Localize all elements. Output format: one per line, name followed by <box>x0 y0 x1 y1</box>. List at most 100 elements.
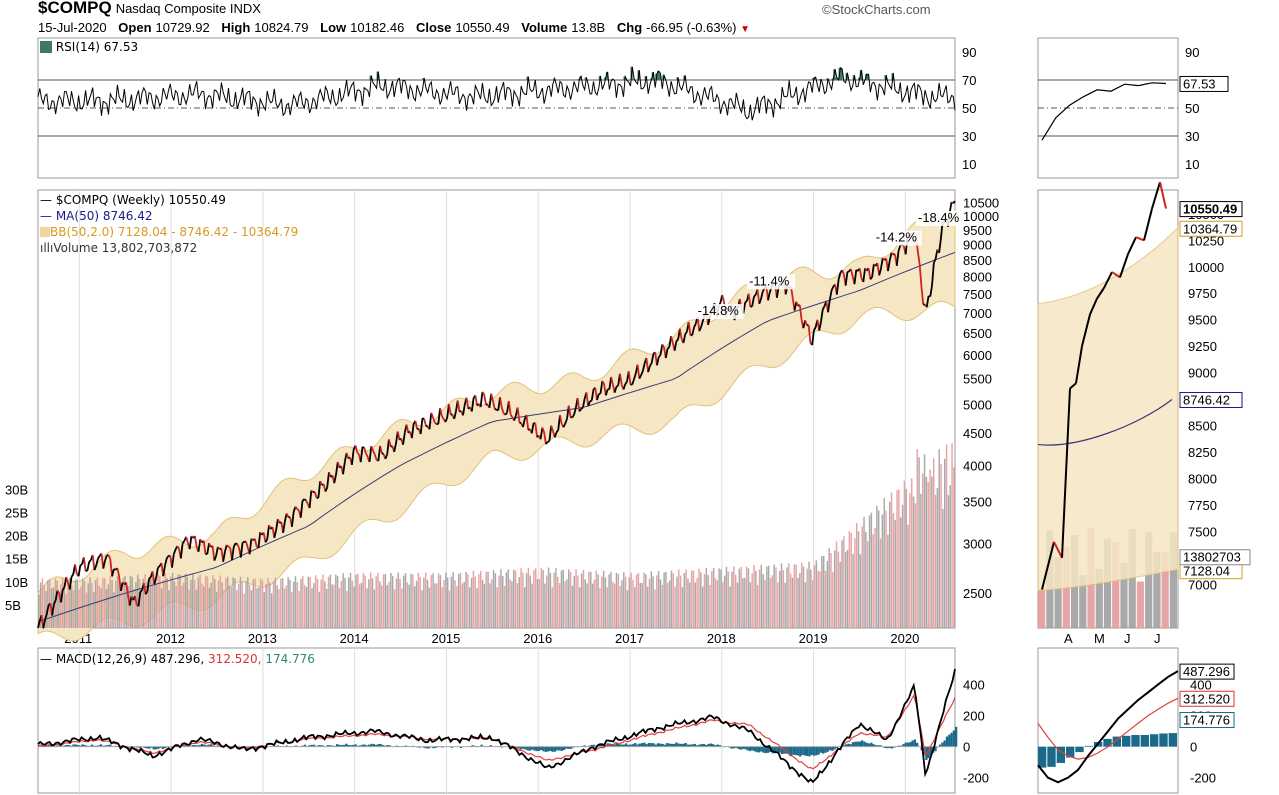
macd-histogram-bar <box>746 746 749 751</box>
volume-bar <box>89 577 91 628</box>
volume-bar <box>39 582 42 628</box>
price-segment <box>624 381 628 385</box>
price-segment <box>599 380 604 394</box>
price-segment <box>844 271 849 286</box>
price-segment <box>153 577 158 585</box>
year-tick-label: 2017 <box>615 631 644 646</box>
volume-bar <box>846 549 849 628</box>
price-segment <box>45 605 50 614</box>
price-zoom-segment <box>1081 314 1091 347</box>
volume-bar <box>199 574 201 628</box>
volume-bar <box>522 572 524 628</box>
volume-bar <box>918 457 920 628</box>
volume-bar <box>193 580 196 628</box>
macd-histogram-bar <box>801 746 804 755</box>
price-segment <box>682 334 687 344</box>
macd-histogram-bar <box>544 746 547 752</box>
bb-legend-text: BB(50,2.0) 7128.04 - 8746.42 - 10364.79 <box>50 225 299 239</box>
volume-bar <box>531 583 533 628</box>
price-segment <box>104 555 108 561</box>
volume-bar <box>511 581 513 628</box>
price-segment <box>60 590 64 603</box>
volume-bar <box>303 584 306 628</box>
volume-bar <box>384 574 387 628</box>
volume-bar <box>696 578 698 628</box>
macd-histogram-bar <box>744 746 747 750</box>
macd-histogram-bar <box>948 734 951 747</box>
volume-bar <box>830 552 832 628</box>
price-down-segment <box>610 376 614 385</box>
volume-bar <box>127 585 130 628</box>
rsi-last-tag <box>1179 75 1229 92</box>
price-down-segment <box>441 415 445 420</box>
macd-histogram-bar <box>799 746 802 757</box>
volume-bar <box>160 588 163 628</box>
volume-bar <box>533 570 535 628</box>
price-segment <box>282 521 286 533</box>
macd-histogram-bar <box>565 746 568 749</box>
volume-bar <box>155 583 157 628</box>
price-segment <box>275 518 279 531</box>
macd-histogram-bar <box>945 736 949 747</box>
volume-bar <box>617 573 620 628</box>
macd-zoom-histogram-bar <box>1075 746 1084 753</box>
macd-histogram-bar <box>193 745 197 747</box>
volume-bar <box>214 579 216 628</box>
volume-bar <box>535 568 537 628</box>
price-segment <box>895 250 900 266</box>
volume-bar <box>441 587 443 628</box>
rsi-legend: RSI(14) 67.53 <box>40 40 138 54</box>
price-down-segment <box>414 420 419 430</box>
volume-bar <box>45 590 47 628</box>
price-zoom-segment <box>1061 388 1071 558</box>
price-segment <box>157 565 161 569</box>
price-segment <box>658 354 662 358</box>
price-segment <box>462 404 466 416</box>
price-down-segment <box>142 583 147 595</box>
macd-histogram-bar <box>72 744 75 747</box>
volume-bar <box>182 582 185 628</box>
macd-histogram-bar <box>808 746 811 757</box>
price-down-segment <box>345 452 350 459</box>
price-segment <box>650 353 655 364</box>
volume-bar <box>786 567 788 628</box>
macd-histogram-bar <box>308 745 311 747</box>
volume-bar <box>69 578 71 628</box>
volume-bar <box>597 574 599 628</box>
drawdown-label: -18.4% <box>918 210 960 225</box>
volume-bar <box>892 513 895 628</box>
price-down-segment <box>370 445 374 451</box>
price-down-segment <box>550 425 554 432</box>
year-tick-label: 2019 <box>799 631 828 646</box>
volume-bar <box>784 582 786 628</box>
macd-histogram-bar <box>381 745 385 747</box>
macd-histogram-bar <box>336 744 339 747</box>
volume-bar <box>839 561 841 628</box>
volume-bar <box>602 570 605 628</box>
volume-bar <box>461 583 464 628</box>
volume-bar <box>105 588 108 628</box>
price-segment <box>53 599 57 605</box>
volume-bar <box>430 575 432 628</box>
macd-histogram-bar <box>753 746 756 752</box>
price-segment <box>530 423 535 434</box>
volume-bar <box>467 574 469 628</box>
volume-bar <box>421 590 423 628</box>
price-tick-label: 2500 <box>963 586 992 601</box>
volume-bar <box>351 580 354 628</box>
price-legend-text: $COMPQ (Weekly) 10550.49 <box>55 193 226 207</box>
volume-bar <box>923 454 926 628</box>
macd-histogram-bar <box>549 746 552 751</box>
price-down-segment <box>804 319 808 326</box>
macd-last-value: 487.296 <box>1183 664 1230 679</box>
macd-histogram-bar <box>560 746 563 751</box>
volume-bar <box>822 555 825 628</box>
price-segment <box>459 410 462 413</box>
macd-histogram-bar <box>812 746 816 756</box>
price-segment <box>181 540 186 544</box>
price-down-segment <box>125 582 129 595</box>
volume-bar <box>727 571 730 628</box>
volume-bar <box>529 575 531 628</box>
volume-bar <box>701 586 704 628</box>
price-segment <box>148 576 152 580</box>
